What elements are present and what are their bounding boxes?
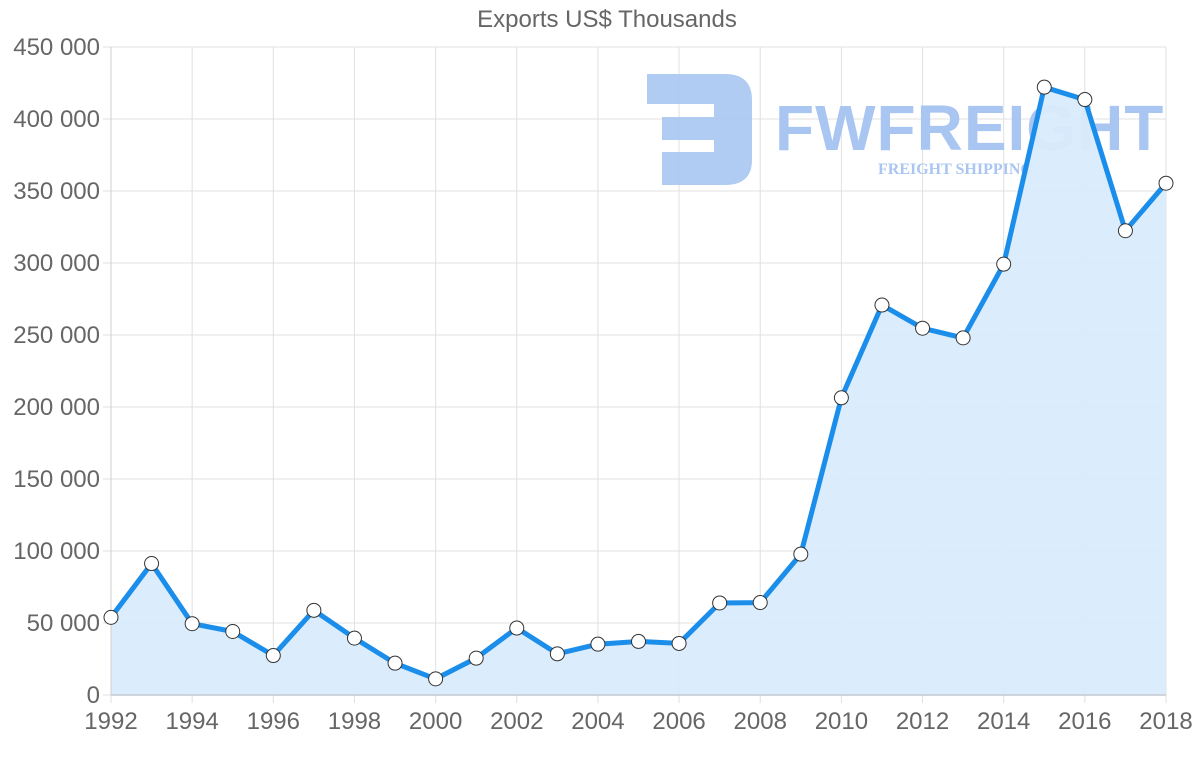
data-point[interactable]: [1158, 175, 1174, 191]
data-point[interactable]: [265, 648, 281, 664]
watermark-brand: FWFREIGHT: [775, 92, 1164, 164]
y-tick-label: 100 000: [13, 538, 100, 565]
x-tick-label: 2014: [977, 708, 1030, 735]
data-point[interactable]: [833, 390, 849, 406]
y-tick-label: 50 000: [27, 610, 100, 637]
data-point[interactable]: [306, 602, 322, 618]
x-tick-label: 2016: [1058, 708, 1111, 735]
x-tick-label: 2000: [409, 708, 462, 735]
data-point[interactable]: [549, 646, 565, 662]
y-tick-label: 350 000: [13, 178, 100, 205]
data-point[interactable]: [996, 256, 1012, 272]
data-point[interactable]: [1077, 92, 1093, 108]
data-point[interactable]: [509, 620, 525, 636]
data-point[interactable]: [915, 320, 931, 336]
data-point[interactable]: [1117, 223, 1133, 239]
x-tick-label: 2012: [896, 708, 949, 735]
data-point[interactable]: [428, 671, 444, 687]
data-point[interactable]: [793, 546, 809, 562]
x-axis-labels: 1992 1994 1996 1998 2000 2002 2004 2006 2008 2010…: [84, 708, 1192, 735]
fw-logo-icon: [647, 74, 752, 185]
x-tick-label: 2004: [571, 708, 624, 735]
x-tick-label: 2008: [734, 708, 787, 735]
data-point[interactable]: [671, 635, 687, 651]
data-point[interactable]: [387, 655, 403, 671]
data-point[interactable]: [468, 650, 484, 666]
data-point[interactable]: [752, 595, 768, 611]
x-tick-label: 2010: [815, 708, 868, 735]
data-point[interactable]: [184, 616, 200, 632]
data-point[interactable]: [225, 623, 241, 639]
data-point[interactable]: [874, 297, 890, 313]
data-point[interactable]: [346, 630, 362, 646]
y-tick-label: 150 000: [13, 466, 100, 493]
watermark: FWFREIGHT FREIGHT SHIPPING: [647, 74, 1164, 185]
area-fill: [111, 87, 1166, 695]
y-tick-label: 450 000: [13, 34, 100, 61]
x-tick-label: 1994: [165, 708, 218, 735]
chart-title: Exports US$ Thousands: [477, 6, 737, 33]
y-tick-label: 0: [87, 682, 100, 709]
x-tick-label: 2002: [490, 708, 543, 735]
data-point[interactable]: [1036, 79, 1052, 95]
data-point[interactable]: [955, 330, 971, 346]
watermark-tagline: FREIGHT SHIPPING: [878, 161, 1033, 178]
y-axis-labels: 0 50 000 100 000 150 000 200 000 250 000 300 0…: [13, 34, 100, 709]
y-tick-label: 250 000: [13, 322, 100, 349]
y-tick-label: 400 000: [13, 106, 100, 133]
data-point[interactable]: [631, 633, 646, 649]
y-tick-label: 300 000: [13, 250, 100, 277]
axes: [110, 47, 1166, 696]
x-tick-label: 1998: [328, 708, 381, 735]
x-tick-label: 1992: [84, 708, 137, 735]
x-tick-label: 1996: [247, 708, 300, 735]
data-point[interactable]: [590, 636, 606, 652]
x-tick-label: 2006: [652, 708, 705, 735]
x-tick-label: 2018: [1139, 708, 1192, 735]
data-points: [103, 79, 1174, 687]
data-point[interactable]: [103, 609, 119, 625]
data-point[interactable]: [712, 595, 728, 611]
y-tick-label: 200 000: [13, 394, 100, 421]
data-point[interactable]: [144, 556, 160, 572]
